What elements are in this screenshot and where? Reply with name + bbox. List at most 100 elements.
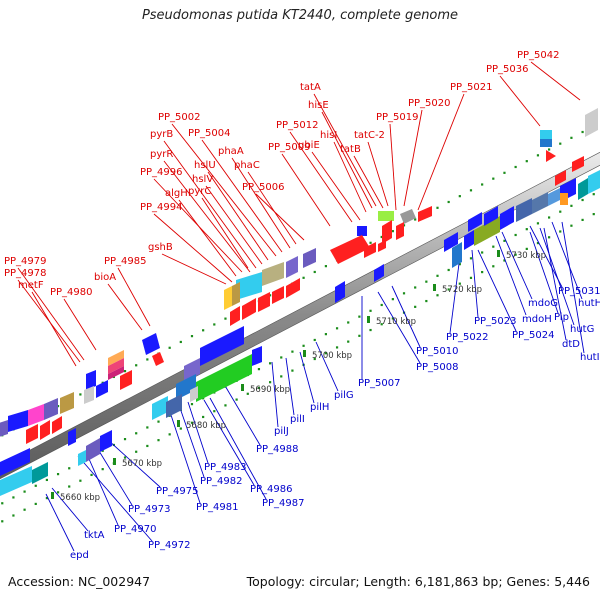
gene-label-pp-4983: PP_4983 (204, 462, 247, 473)
leader-line-pp-5021 (417, 93, 465, 211)
gene-label-phac: phaC (234, 160, 260, 171)
scale-tick-mark (367, 316, 370, 323)
leader-line-pp-4981 (169, 411, 201, 504)
gene-label-pp-4985: PP_4985 (104, 256, 147, 267)
genome-title: Pseudomonas putida KT2440, complete geno… (141, 8, 459, 23)
leader-line-tata (313, 93, 377, 207)
forward-track (0, 108, 598, 444)
gene-label-pilj: pilJ (274, 426, 289, 437)
leader-line-pp-5024 (477, 249, 517, 332)
gene-cluster-5019-5021 (378, 156, 584, 244)
gene-label-epd: epd (70, 550, 89, 561)
gene-cluster-tkt (0, 428, 112, 496)
gene-label-pilh: pilH (310, 402, 330, 413)
leader-line-hslv (205, 185, 263, 265)
gene-label-hslv: hslV (192, 174, 214, 185)
leader-line-pp-5019 (389, 123, 397, 211)
gene-label-tkta: tktA (84, 530, 105, 541)
gene-cluster-pyr (84, 333, 164, 404)
gene-label-pp-4979: PP_4979 (4, 256, 47, 267)
scale-tick-label-5670-kbp: 5670 kbp (122, 459, 163, 469)
gene-arrow-pp5042 (585, 108, 598, 137)
gene-label-pp-5006: PP_5006 (242, 182, 285, 193)
gene-label-pilg: pilG (334, 390, 354, 401)
gene-label-pp-5021: PP_5021 (450, 82, 493, 93)
gene-label-pp-4987: PP_4987 (262, 498, 305, 509)
gene-cluster-tat-his (330, 226, 386, 264)
gene-label-bioa: bioA (94, 272, 117, 283)
leader-line-huth (551, 221, 583, 300)
leader-line-pp-5042 (530, 61, 581, 101)
leader-line-tatb (353, 155, 384, 209)
gene-label-pp-5010: PP_5010 (416, 346, 459, 357)
gene-label-pyrb: pyrB (150, 129, 174, 140)
leader-line-pyrr (163, 160, 251, 273)
gene-label-hslu: hslU (194, 160, 216, 171)
gene-label-pp-4994: PP_4994 (140, 202, 183, 213)
leader-line-pp-4972 (77, 455, 153, 542)
scale-tick-mark (113, 458, 116, 465)
gene-label-huti: hutI (580, 352, 600, 363)
gene-label-pp-5019: PP_5019 (376, 112, 419, 123)
scale-tick-mark (241, 384, 244, 391)
gene-label-pp-5042: PP_5042 (517, 50, 560, 61)
gene-label-pp-5004: PP_5004 (188, 128, 231, 139)
gene-label-hise: hisE (308, 100, 329, 111)
scale-tick-label-5680-kbp: 5680 kbp (186, 421, 227, 431)
scale-tick-marks (51, 250, 500, 499)
scale-tick-mark (303, 350, 306, 357)
gene-label-pp-5031: PP_5031 (558, 286, 600, 297)
leader-line-tkta (51, 487, 89, 532)
leader-line-pp-4980 (63, 298, 97, 351)
gene-label-pp-4973: PP_4973 (128, 504, 171, 515)
gene-label-pp-5036: PP_5036 (486, 64, 529, 75)
accession-text: Accession: NC_002947 (8, 574, 151, 589)
gene-label-pp-5009: PP_5009 (268, 142, 311, 153)
gene-label-hutg: hutG (570, 324, 595, 335)
genome-summary-text: Topology: circular; Length: 6,181,863 bp… (246, 574, 590, 589)
scale-tick-label-5730-kbp: 5730 kbp (506, 251, 547, 261)
leader-line-pp-4994 (153, 213, 233, 283)
gene-label-ubie: ubiE (298, 140, 320, 151)
gene-label-pp-4988: PP_4988 (256, 444, 299, 455)
leader-line-hutg (539, 227, 575, 326)
leader-line-pp-5036 (499, 75, 541, 127)
leader-line-epd (45, 493, 75, 552)
gene-label-pp-5008: PP_5008 (416, 362, 459, 373)
leader-line-pp-4985 (117, 267, 151, 327)
scale-tick-mark (433, 284, 436, 291)
scale-tick-label-5710-kbp: 5710 kbp (376, 317, 417, 327)
leader-line-huti (561, 221, 585, 354)
gene-label-pp-4986: PP_4986 (250, 484, 293, 495)
gene-label-algh: algH (165, 188, 188, 199)
leader-line-pili (285, 357, 295, 416)
leader-line-gshb (161, 253, 227, 285)
gene-label-pyrc: pyrC (188, 186, 212, 197)
gene-label-pp-4981: PP_4981 (196, 502, 239, 513)
leader-line-pp-4983 (187, 401, 209, 464)
leader-line-dtd (543, 227, 567, 341)
gene-label-mdoh: mdoH (522, 314, 552, 325)
gene-label-pp-4970: PP_4970 (114, 524, 157, 535)
gene-label-pp-4982: PP_4982 (200, 476, 243, 487)
gene-label-pp-5007: PP_5007 (358, 378, 401, 389)
leader-line-pilj (271, 361, 279, 428)
leader-line-pyrb (163, 140, 257, 269)
leader-line-pp-4973 (95, 445, 133, 506)
gene-label-hisi: hisI (320, 130, 338, 141)
reverse-track (0, 170, 600, 496)
gene-label-pp-5024: PP_5024 (512, 330, 555, 341)
leader-line-hisi (333, 141, 367, 213)
leader-line-mdoh (495, 235, 527, 316)
label-leader-lines (17, 61, 585, 552)
gene-label-pp-4978: PP_4978 (4, 268, 47, 279)
gene-label-pp-4980: PP_4980 (50, 287, 93, 298)
gene-label-pp-5002: PP_5002 (158, 112, 201, 123)
leader-line-phaa (231, 157, 291, 249)
gene-label-gshb: gshB (148, 242, 173, 253)
gene-label-pp-5022: PP_5022 (446, 332, 489, 343)
scale-tick-mark (497, 250, 500, 257)
gene-box-pp5036 (540, 130, 556, 162)
